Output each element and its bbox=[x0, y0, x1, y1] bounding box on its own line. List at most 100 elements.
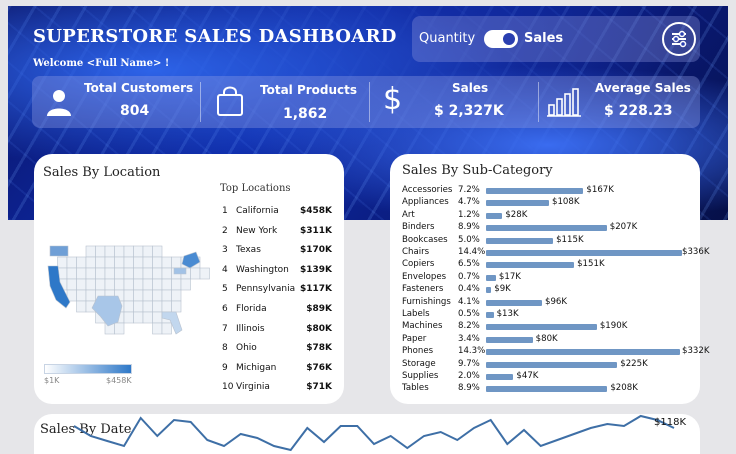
map-state[interactable] bbox=[142, 289, 153, 302]
subcategory-row[interactable]: Phones 14.3% $332K bbox=[402, 346, 710, 358]
top-location-row[interactable]: 6 Florida $89K bbox=[220, 304, 332, 318]
map-state[interactable] bbox=[114, 322, 125, 335]
subcategory-row[interactable]: Envelopes 0.7% $17K bbox=[402, 272, 702, 284]
map-state[interactable] bbox=[133, 256, 144, 269]
subcategory-bar[interactable] bbox=[486, 336, 533, 343]
map-state[interactable] bbox=[123, 256, 134, 269]
map-state[interactable] bbox=[152, 267, 163, 280]
top-location-row[interactable]: 9 Michigan $76K bbox=[220, 363, 332, 377]
map-state-washington[interactable] bbox=[49, 245, 69, 257]
top-location-row[interactable]: 2 New York $311K bbox=[220, 226, 332, 240]
map-state[interactable] bbox=[152, 300, 163, 313]
subcategory-bar[interactable] bbox=[486, 188, 584, 194]
map-state[interactable] bbox=[133, 267, 144, 280]
subcategory-bar[interactable] bbox=[486, 299, 542, 306]
subcategory-bar[interactable] bbox=[486, 361, 618, 368]
map-state[interactable] bbox=[85, 278, 96, 291]
subcategory-row[interactable]: Accessories 7.2% $167K bbox=[402, 185, 702, 197]
map-state-florida[interactable] bbox=[161, 311, 183, 335]
map-state[interactable] bbox=[95, 278, 106, 291]
map-state[interactable] bbox=[190, 267, 201, 280]
map-state[interactable] bbox=[152, 278, 163, 291]
map-state[interactable] bbox=[95, 267, 106, 280]
map-state[interactable] bbox=[171, 256, 182, 269]
subcategory-bar[interactable] bbox=[486, 349, 680, 356]
map-state[interactable] bbox=[85, 267, 96, 280]
map-state[interactable] bbox=[85, 289, 96, 302]
map-state[interactable] bbox=[161, 300, 172, 313]
subcategory-row[interactable]: Storage 9.7% $225K bbox=[402, 359, 702, 371]
map-state[interactable] bbox=[104, 256, 115, 269]
map-state[interactable] bbox=[142, 267, 153, 280]
map-state[interactable] bbox=[142, 256, 153, 269]
subcategory-bar[interactable] bbox=[486, 237, 554, 244]
map-state[interactable] bbox=[142, 278, 153, 291]
top-location-row[interactable]: 8 Ohio $78K bbox=[220, 343, 332, 357]
map-state[interactable] bbox=[133, 289, 144, 302]
subcategory-row[interactable]: Copiers 6.5% $151K bbox=[402, 259, 702, 271]
map-state[interactable] bbox=[114, 267, 125, 280]
map-state[interactable] bbox=[152, 245, 163, 258]
subcategory-bar[interactable] bbox=[486, 274, 496, 281]
map-state[interactable] bbox=[76, 278, 87, 291]
subcategory-bar[interactable] bbox=[486, 386, 608, 393]
map-state[interactable] bbox=[57, 256, 68, 269]
top-location-row[interactable]: 5 Pennsylvania $117K bbox=[220, 284, 332, 298]
subcategory-row[interactable]: Binders 8.9% $207K bbox=[402, 222, 702, 234]
map-state[interactable] bbox=[161, 322, 172, 335]
map-state-california[interactable] bbox=[47, 265, 71, 309]
toggle-quantity-label[interactable]: Quantity bbox=[419, 31, 476, 46]
subcategory-row[interactable]: Paper 3.4% $80K bbox=[402, 334, 702, 346]
map-state[interactable] bbox=[95, 245, 106, 258]
map-state[interactable] bbox=[76, 267, 87, 280]
map-state[interactable] bbox=[123, 311, 134, 324]
toggle-sales-label[interactable]: Sales bbox=[524, 31, 564, 46]
map-state[interactable] bbox=[66, 256, 77, 269]
map-state[interactable] bbox=[171, 278, 182, 291]
map-state[interactable] bbox=[66, 278, 77, 291]
subcategory-row[interactable]: Appliances 4.7% $108K bbox=[402, 197, 702, 209]
map-state[interactable] bbox=[114, 256, 125, 269]
map-state[interactable] bbox=[152, 289, 163, 302]
map-state[interactable] bbox=[123, 289, 134, 302]
map-state[interactable] bbox=[180, 278, 191, 291]
map-state[interactable] bbox=[85, 256, 96, 269]
map-state[interactable] bbox=[76, 300, 87, 313]
map-state[interactable] bbox=[199, 267, 210, 280]
map-state[interactable] bbox=[123, 278, 134, 291]
filter-button[interactable] bbox=[662, 22, 696, 56]
subcategory-row[interactable]: Art 1.2% $28K bbox=[402, 210, 702, 222]
map-state[interactable] bbox=[171, 300, 182, 313]
subcategory-row[interactable]: Machines 8.2% $190K bbox=[402, 321, 702, 333]
subcategory-row[interactable]: Bookcases 5.0% $115K bbox=[402, 235, 702, 247]
sales-line[interactable] bbox=[73, 414, 675, 452]
subcategory-row[interactable]: Tables 8.9% $208K bbox=[402, 383, 702, 395]
map-state[interactable] bbox=[133, 300, 144, 313]
map-state[interactable] bbox=[95, 256, 106, 269]
map-state[interactable] bbox=[161, 256, 172, 269]
map-state[interactable] bbox=[152, 256, 163, 269]
map-state[interactable] bbox=[142, 245, 153, 258]
map-state[interactable] bbox=[104, 245, 115, 258]
subcategory-bar[interactable] bbox=[486, 250, 682, 256]
map-state-pennsylvania[interactable] bbox=[173, 267, 187, 275]
map-state[interactable] bbox=[161, 289, 172, 302]
top-location-row[interactable]: 7 Illinois $80K bbox=[220, 324, 332, 338]
subcategory-bar[interactable] bbox=[486, 225, 607, 232]
map-state[interactable] bbox=[66, 267, 77, 280]
subcategory-bar[interactable] bbox=[486, 262, 575, 269]
map-state[interactable] bbox=[152, 322, 163, 335]
subcategory-row[interactable]: Supplies 2.0% $47K bbox=[402, 371, 702, 383]
subcategory-bar[interactable] bbox=[486, 312, 494, 318]
top-location-row[interactable]: 10 Virginia $71K bbox=[220, 382, 332, 396]
map-state-new-york[interactable] bbox=[181, 251, 201, 269]
subcategory-bar[interactable] bbox=[486, 287, 492, 294]
subcategory-row[interactable]: Furnishings 4.1% $96K bbox=[402, 297, 702, 309]
map-state[interactable] bbox=[123, 267, 134, 280]
subcategory-bar[interactable] bbox=[486, 374, 514, 380]
map-state[interactable] bbox=[76, 289, 87, 302]
subcategory-row[interactable]: Labels 0.5% $13K bbox=[402, 309, 702, 321]
map-state[interactable] bbox=[104, 278, 115, 291]
top-location-row[interactable]: 4 Washington $139K bbox=[220, 265, 332, 279]
map-state-texas[interactable] bbox=[91, 295, 123, 327]
